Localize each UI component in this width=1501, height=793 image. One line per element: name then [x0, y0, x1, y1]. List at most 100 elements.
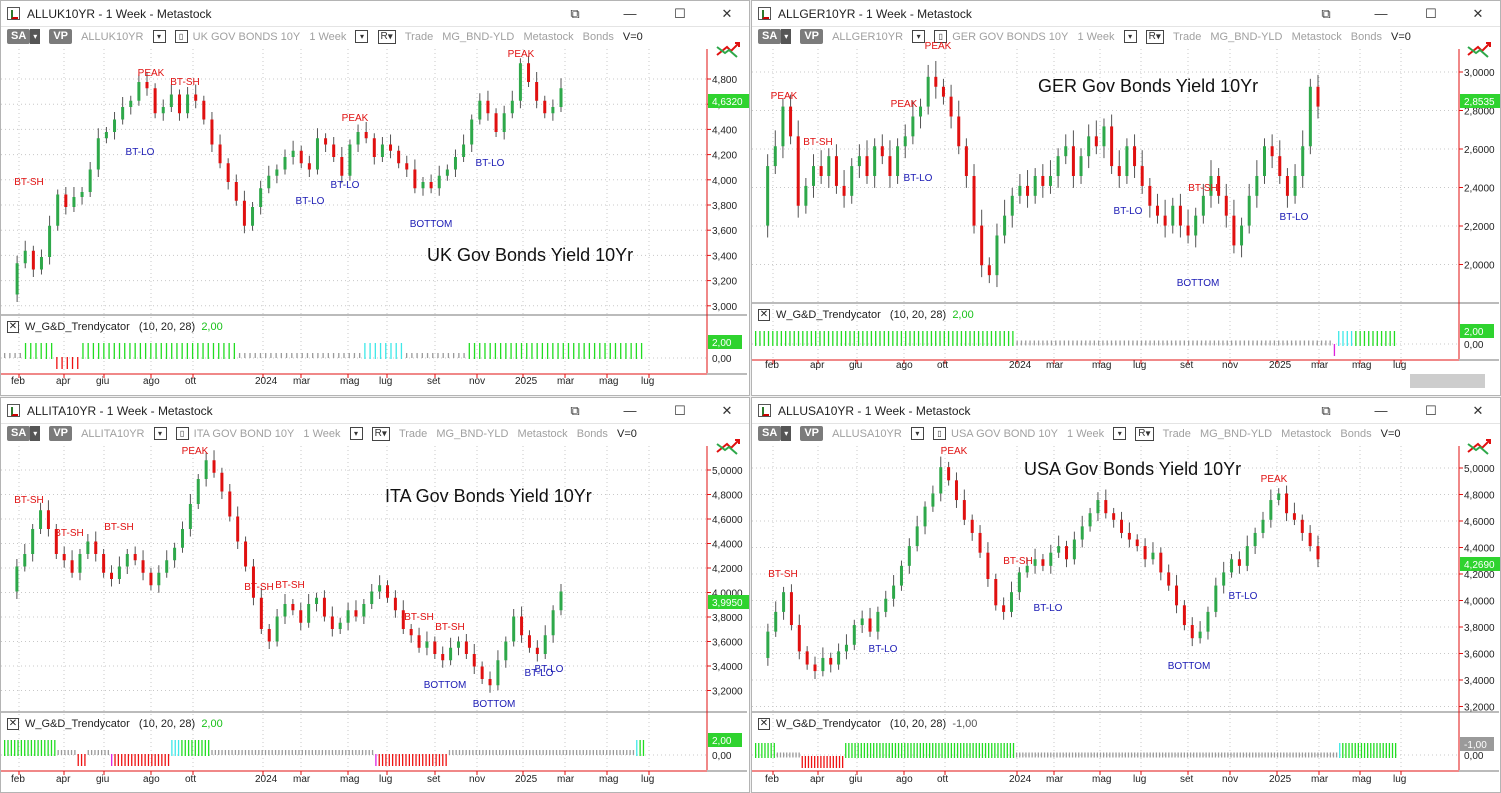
maximize-icon[interactable]: ☐ — [674, 6, 686, 21]
price-chart[interactable]: 5,0000 4,8000 4,6000 4,4000 4,2000 4,0000 3,80… — [1, 398, 750, 793]
trade-label[interactable]: Trade — [1172, 30, 1202, 43]
symbol-dropdown-icon[interactable]: ▾ — [910, 427, 924, 440]
sa-dropdown-icon[interactable]: ▾ — [30, 29, 41, 44]
pattern-label: BT-SH — [244, 582, 273, 593]
candle — [1316, 546, 1320, 560]
price-chart[interactable]: 5,0000 4,8000 4,6000 4,4000 4,2000 4,0000 3,80… — [752, 398, 1501, 793]
vp-button[interactable]: VP — [800, 29, 824, 44]
minimize-icon[interactable]: — — [1374, 403, 1388, 418]
title-bar[interactable]: ALLUK10YR - 1 Week - Metastock ⧉ — ☐ ✕ — [1, 1, 749, 27]
indicator-bar — [930, 331, 933, 346]
indicator-bar — [1391, 743, 1394, 758]
candle — [188, 504, 192, 529]
indicator-bar — [385, 343, 387, 359]
candle — [141, 560, 145, 573]
trade-label[interactable]: Trade — [1162, 427, 1191, 440]
candle — [812, 166, 816, 186]
indicator-bar — [388, 754, 390, 766]
source-label: Metastock — [517, 427, 568, 440]
vp-button[interactable]: VP — [49, 29, 73, 44]
candle — [1048, 176, 1052, 186]
symbol-dropdown-icon[interactable]: ▾ — [912, 30, 926, 43]
maximize-icon[interactable]: ☐ — [1425, 6, 1437, 21]
period-dropdown-icon[interactable]: ▾ — [349, 427, 363, 440]
sa-button[interactable]: SA — [758, 29, 782, 44]
candle — [1278, 156, 1282, 176]
indicator-bar — [1080, 340, 1083, 346]
indicator-bar — [892, 331, 894, 346]
sa-dropdown-icon[interactable]: ▾ — [781, 29, 792, 44]
restore-icon[interactable]: ⧉ — [1321, 403, 1331, 418]
chart-window-usa[interactable]: ALLUSA10YR - 1 Week - Metastock ⧉ — ☐ ✕ … — [751, 397, 1501, 793]
y-tick-label: 4,0000 — [1464, 597, 1495, 608]
candle — [364, 132, 368, 139]
title-bar[interactable]: ALLUSA10YR - 1 Week - Metastock ⧉ — ☐ ✕ — [752, 398, 1500, 424]
indicator-bar — [950, 743, 953, 758]
symbol-dropdown-icon[interactable]: ▾ — [153, 427, 167, 440]
trade-arrows-icon[interactable] — [1466, 436, 1492, 458]
sa-button[interactable]: SA — [758, 426, 782, 441]
trade-arrows-icon[interactable] — [1466, 39, 1492, 61]
r-dropdown-button[interactable]: R▾ — [377, 29, 396, 44]
indicator-bar — [935, 743, 937, 758]
indicator-bar — [416, 353, 418, 358]
period-dropdown-icon[interactable]: ▾ — [1123, 30, 1137, 43]
close-icon[interactable]: ✕ — [1472, 403, 1484, 418]
horizontal-scrollbar[interactable] — [1410, 374, 1485, 388]
candle — [133, 554, 137, 561]
sa-button[interactable]: SA — [7, 426, 31, 441]
indicator-bar — [1222, 340, 1224, 346]
restore-icon[interactable]: ⧉ — [1321, 6, 1331, 21]
maximize-icon[interactable]: ☐ — [1425, 403, 1437, 418]
indicator-bar — [1379, 743, 1381, 758]
minimize-icon[interactable]: — — [623, 403, 637, 418]
r-dropdown-button[interactable]: R▾ — [1145, 29, 1164, 44]
sa-button[interactable]: SA — [7, 29, 31, 44]
period-dropdown-icon[interactable]: ▾ — [1113, 427, 1127, 440]
chart-window-ita[interactable]: ALLITA10YR - 1 Week - Metastock ⧉ — ☐ ✕ … — [0, 397, 750, 793]
period-dropdown-icon[interactable]: ▾ — [355, 30, 369, 43]
candle — [496, 660, 500, 686]
chart-window-ger[interactable]: ALLGER10YR - 1 Week - Metastock ⧉ — ☐ ✕ … — [751, 0, 1501, 396]
price-chart[interactable]: 4,8004,6004,4004,2004,0003,8003,6003,400… — [1, 1, 750, 396]
chart-window-uk[interactable]: ALLUK10YR - 1 Week - Metastock ⧉ — ☐ ✕ S… — [0, 0, 750, 396]
maximize-icon[interactable]: ☐ — [674, 403, 686, 418]
close-icon[interactable]: ✕ — [721, 403, 733, 418]
indicator-bar — [1000, 743, 1002, 758]
indicator-bar — [1174, 752, 1176, 758]
restore-icon[interactable]: ⧉ — [570, 6, 580, 21]
candle — [315, 138, 319, 170]
close-indicator-icon[interactable]: ✕ — [758, 718, 770, 731]
close-indicator-icon[interactable]: ✕ — [7, 718, 19, 731]
indicator-bar — [1050, 752, 1052, 758]
trade-label[interactable]: Trade — [398, 427, 428, 440]
price-chart[interactable]: 3,0000 2,8000 2,6000 2,4000 2,2000 2,0000 2,85… — [752, 1, 1501, 396]
candle — [259, 188, 263, 207]
r-dropdown-button[interactable]: R▾ — [371, 426, 390, 441]
sa-dropdown-icon[interactable]: ▾ — [781, 426, 792, 441]
symbol-dropdown-icon[interactable]: ▾ — [152, 30, 166, 43]
indicator-bar — [853, 331, 855, 346]
sa-dropdown-icon[interactable]: ▾ — [30, 426, 41, 441]
r-dropdown-button[interactable]: R▾ — [1135, 426, 1154, 441]
indicator-bar — [1380, 331, 1383, 346]
x-tick-label: ago — [143, 376, 160, 387]
title-bar[interactable]: ALLITA10YR - 1 Week - Metastock ⧉ — ☐ ✕ — [1, 398, 749, 424]
vp-button[interactable]: VP — [800, 426, 824, 441]
indicator-bar — [1050, 340, 1053, 346]
minimize-icon[interactable]: — — [623, 6, 637, 21]
indicator-bar — [1329, 752, 1332, 758]
trade-arrows-icon[interactable] — [715, 436, 741, 458]
trade-arrows-icon[interactable] — [715, 39, 741, 61]
close-indicator-icon[interactable]: ✕ — [758, 309, 770, 322]
minimize-icon[interactable]: — — [1374, 6, 1388, 21]
trade-label[interactable]: Trade — [404, 30, 434, 43]
vp-button[interactable]: VP — [49, 426, 73, 441]
close-icon[interactable]: ✕ — [721, 6, 733, 21]
close-indicator-icon[interactable]: ✕ — [7, 321, 19, 334]
indicator-bar — [866, 331, 868, 346]
close-icon[interactable]: ✕ — [1472, 6, 1484, 21]
title-bar[interactable]: ALLGER10YR - 1 Week - Metastock ⧉ — ☐ ✕ — [752, 1, 1500, 27]
restore-icon[interactable]: ⧉ — [570, 403, 580, 418]
candle — [1270, 146, 1274, 157]
